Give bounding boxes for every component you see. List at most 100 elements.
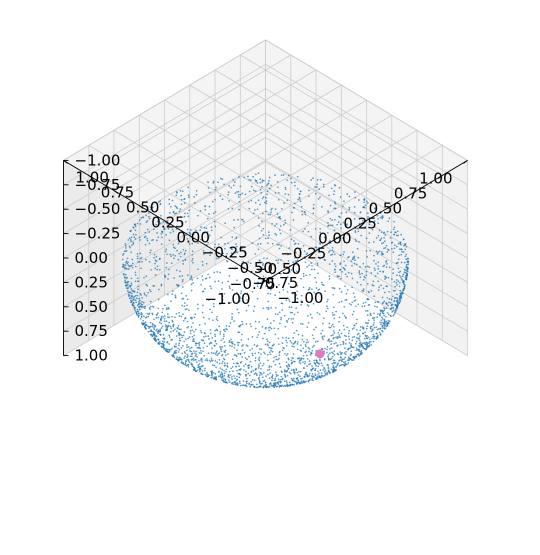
data-point — [277, 259, 280, 261]
data-point — [359, 346, 361, 349]
data-point — [231, 376, 233, 378]
data-point — [164, 304, 166, 307]
data-point — [193, 334, 196, 337]
data-point — [163, 337, 166, 340]
data-point — [284, 186, 287, 189]
data-point — [342, 363, 344, 366]
data-point — [316, 183, 318, 186]
data-point — [254, 201, 257, 204]
data-point — [359, 352, 362, 355]
data-point — [307, 305, 310, 307]
data-point — [259, 362, 262, 365]
data-point — [297, 264, 299, 267]
data-point — [277, 191, 280, 194]
data-point — [127, 268, 130, 270]
data-point — [373, 267, 376, 270]
data-point — [398, 271, 400, 274]
data-point — [145, 214, 147, 217]
data-point — [180, 203, 183, 206]
data-point — [174, 352, 177, 355]
data-point — [191, 316, 193, 319]
data-point — [288, 298, 290, 301]
data-point — [314, 186, 316, 188]
data-point — [297, 357, 300, 360]
data-point — [262, 196, 265, 198]
data-point — [251, 290, 254, 293]
data-point — [294, 242, 297, 245]
data-point — [264, 343, 267, 346]
data-point — [185, 234, 187, 236]
data-point — [297, 311, 299, 314]
data-point — [271, 374, 274, 376]
data-point — [275, 223, 278, 225]
data-point — [368, 232, 371, 234]
data-point — [282, 288, 285, 291]
data-point — [260, 383, 263, 385]
data-point — [285, 344, 288, 347]
data-point — [186, 238, 189, 240]
data-point — [261, 326, 264, 328]
data-point — [277, 378, 280, 381]
data-point — [368, 342, 371, 345]
data-point — [304, 373, 307, 376]
data-point — [377, 313, 379, 315]
data-point — [230, 186, 232, 189]
data-point — [371, 317, 374, 320]
data-point — [314, 228, 317, 230]
data-point — [178, 315, 181, 317]
data-point — [227, 375, 229, 378]
data-point — [377, 265, 379, 268]
data-point — [274, 379, 277, 382]
data-point — [136, 253, 139, 255]
data-point — [284, 219, 286, 222]
data-point — [278, 247, 281, 250]
data-point — [157, 236, 160, 239]
data-point — [138, 301, 140, 303]
data-point — [182, 319, 185, 322]
x-tick-label: −0.50 — [255, 260, 301, 278]
data-point — [350, 358, 352, 361]
data-point — [397, 242, 400, 245]
data-point — [330, 368, 333, 371]
data-point — [385, 325, 388, 328]
data-point — [155, 316, 158, 319]
data-point — [328, 278, 331, 280]
data-point — [338, 365, 341, 367]
data-point — [297, 243, 300, 245]
data-point — [392, 295, 394, 298]
data-point — [245, 323, 248, 325]
data-point — [301, 323, 304, 325]
data-point — [321, 283, 324, 286]
x-tick-label: −1.00 — [205, 290, 251, 308]
data-point — [138, 312, 140, 315]
data-point — [151, 206, 154, 209]
data-point — [180, 194, 182, 197]
data-point — [292, 219, 295, 221]
data-point — [139, 292, 142, 295]
data-point — [344, 342, 347, 345]
data-point — [353, 356, 356, 358]
data-point — [138, 219, 141, 221]
data-point — [262, 385, 265, 388]
data-point — [324, 373, 327, 376]
data-point — [331, 362, 334, 365]
data-point — [278, 354, 281, 357]
data-point — [396, 283, 398, 286]
data-point — [295, 307, 298, 309]
data-point — [165, 262, 168, 264]
x-tick-label: 0.00 — [318, 230, 351, 248]
data-point — [366, 322, 368, 325]
data-point — [170, 255, 172, 257]
data-point — [356, 247, 359, 250]
data-point — [358, 222, 361, 225]
data-point — [168, 350, 171, 353]
data-point — [356, 353, 358, 356]
data-point — [393, 313, 395, 316]
data-point — [365, 274, 368, 277]
data-point — [262, 337, 264, 340]
data-point — [402, 288, 405, 291]
data-point — [333, 263, 336, 265]
data-point — [210, 229, 213, 232]
data-point — [381, 311, 384, 313]
data-point — [258, 374, 261, 376]
